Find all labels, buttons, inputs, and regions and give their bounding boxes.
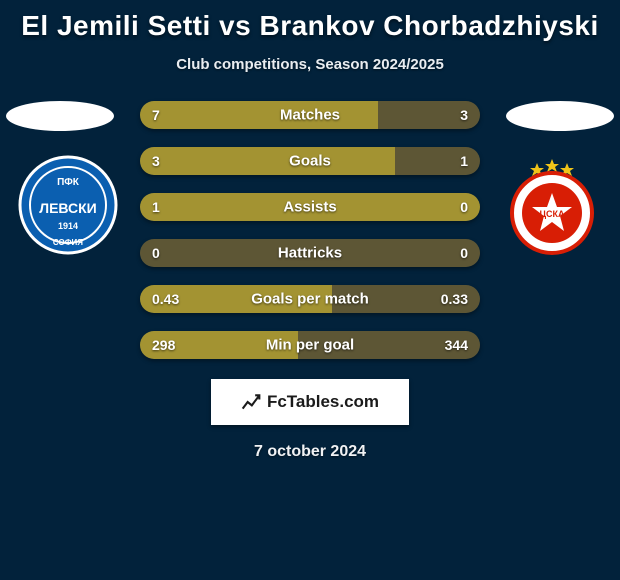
stat-label: Hattricks: [278, 245, 342, 262]
player-right-ellipse: [506, 101, 614, 131]
page-title: El Jemili Setti vs Brankov Chorbadzhiysk…: [0, 0, 620, 42]
stat-label: Goals: [289, 153, 331, 170]
stat-row: 298 Min per goal 344: [140, 331, 480, 359]
levski-badge-icon: ПФК ЛЕВСКИ 1914 СОФИЯ: [18, 155, 118, 255]
brand-box: FcTables.com: [211, 379, 409, 425]
stats-bars: 7 Matches 3 3 Goals 1 1 Assists 0 0 Hattricks 0 0.43…: [140, 101, 480, 359]
svg-text:ЦСКА: ЦСКА: [539, 209, 565, 219]
stat-bar-left-segment: [140, 101, 378, 129]
stat-right-value: 344: [445, 337, 468, 353]
stat-bar-left-segment: [140, 147, 395, 175]
stat-row: 1 Assists 0: [140, 193, 480, 221]
stat-right-value: 0.33: [441, 291, 468, 307]
stat-left-value: 298: [152, 337, 175, 353]
stat-left-value: 1: [152, 199, 160, 215]
stat-right-value: 1: [460, 153, 468, 169]
svg-text:ЛЕВСКИ: ЛЕВСКИ: [39, 200, 96, 216]
stat-row: 7 Matches 3: [140, 101, 480, 129]
stat-right-value: 3: [460, 107, 468, 123]
stat-right-value: 0: [460, 199, 468, 215]
stat-row: 0.43 Goals per match 0.33: [140, 285, 480, 313]
stat-label: Goals per match: [251, 291, 369, 308]
subtitle: Club competitions, Season 2024/2025: [0, 56, 620, 73]
stat-left-value: 0.43: [152, 291, 179, 307]
brand-text: FcTables.com: [267, 392, 379, 412]
club-badge-right: ЦСКА: [502, 155, 602, 255]
chart-line-up-icon: [241, 392, 261, 412]
stat-label: Matches: [280, 107, 340, 124]
stat-left-value: 7: [152, 107, 160, 123]
cska-badge-icon: ЦСКА: [502, 155, 602, 255]
svg-text:1914: 1914: [58, 221, 78, 231]
stat-row: 0 Hattricks 0: [140, 239, 480, 267]
stat-row: 3 Goals 1: [140, 147, 480, 175]
date-label: 7 october 2024: [0, 443, 620, 461]
stat-left-value: 0: [152, 245, 160, 261]
svg-text:ПФК: ПФК: [57, 177, 80, 188]
stat-label: Assists: [283, 199, 336, 216]
player-left-ellipse: [6, 101, 114, 131]
comparison-content: ПФК ЛЕВСКИ 1914 СОФИЯ ЦСКА 7 Matches 3 3 Goa…: [0, 101, 620, 461]
svg-text:СОФИЯ: СОФИЯ: [53, 238, 83, 247]
stat-right-value: 0: [460, 245, 468, 261]
club-badge-left: ПФК ЛЕВСКИ 1914 СОФИЯ: [18, 155, 118, 255]
stat-label: Min per goal: [266, 337, 354, 354]
stat-left-value: 3: [152, 153, 160, 169]
